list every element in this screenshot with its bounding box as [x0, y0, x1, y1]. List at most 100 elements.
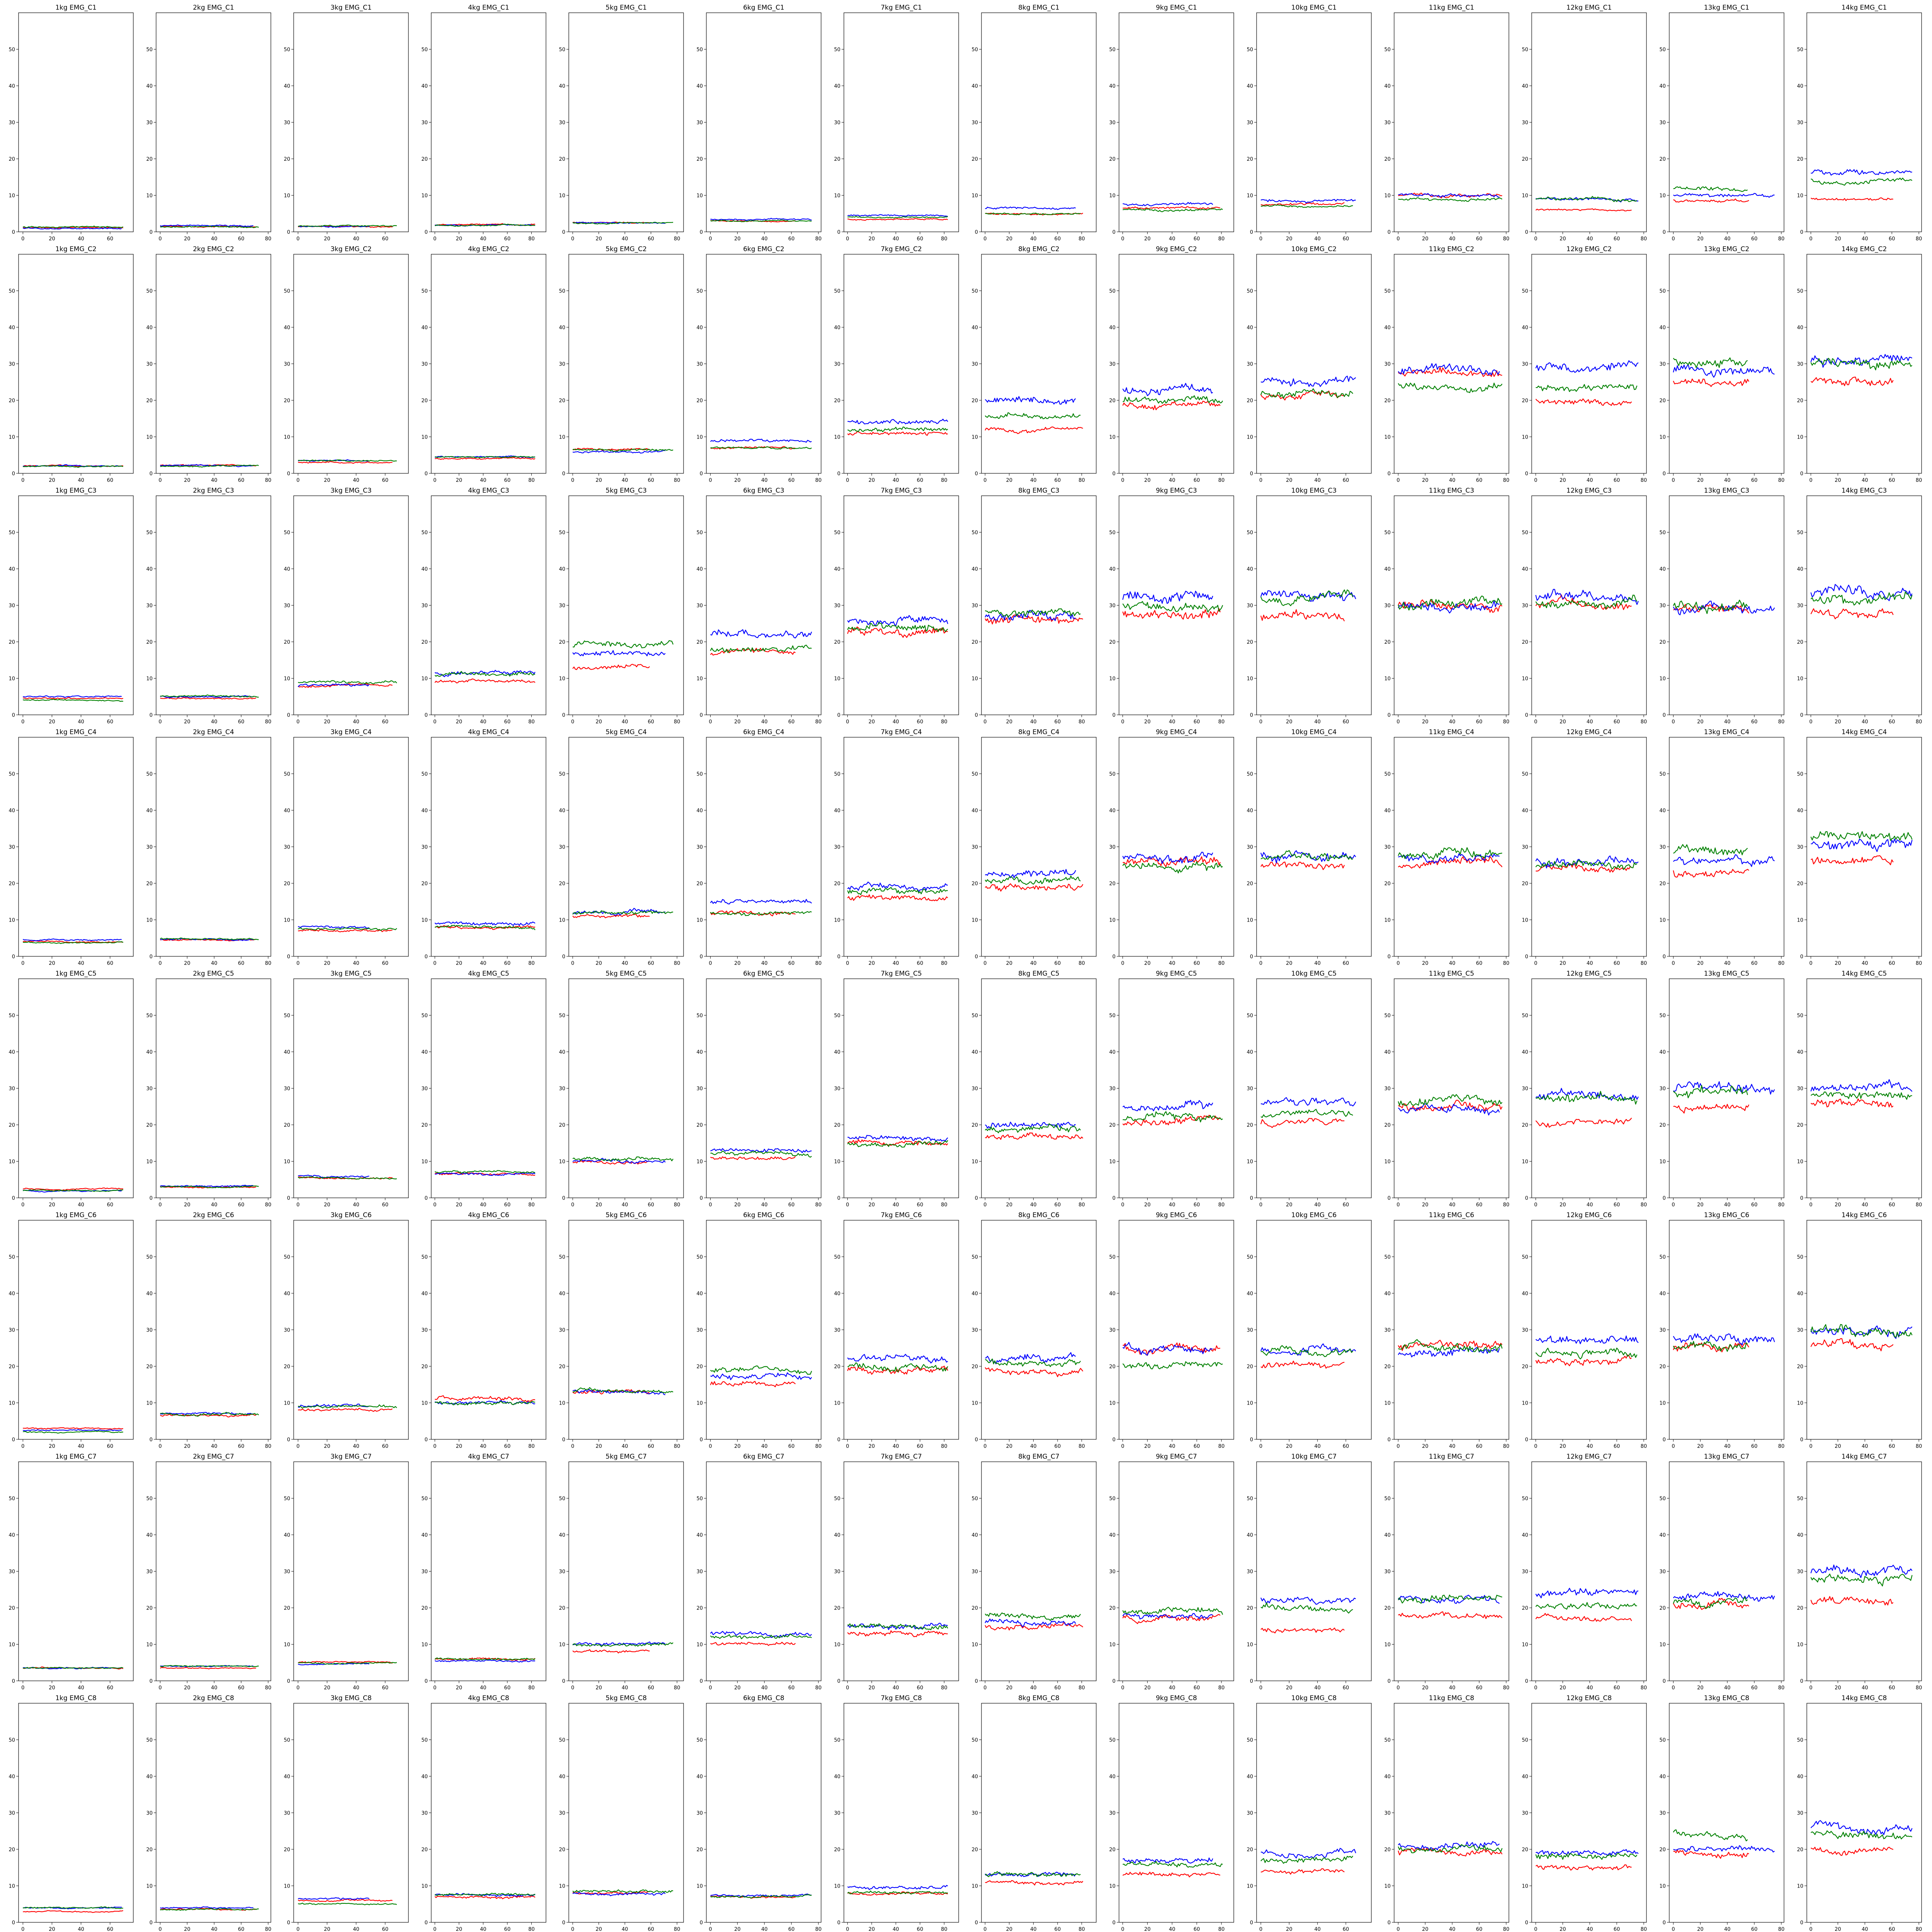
series-line-red	[1260, 1118, 1345, 1128]
y-tick-label: 20	[421, 1364, 428, 1370]
series-line-blue	[160, 464, 253, 468]
x-tick-label: 0	[296, 1202, 299, 1208]
axes-frame	[1119, 1220, 1234, 1440]
x-tick-label: 0	[1809, 236, 1812, 242]
y-tick-label: 10	[1797, 1159, 1803, 1165]
axes-frame	[156, 1220, 271, 1440]
y-tick-label: 10	[1522, 193, 1528, 199]
x-tick-label: 40	[1314, 1685, 1321, 1691]
series-line-blue	[1260, 590, 1356, 602]
series-line-red	[1260, 202, 1345, 206]
x-tick-label: 20	[734, 961, 741, 966]
x-tick-label: 40	[480, 719, 486, 725]
series-line-green	[434, 671, 536, 677]
y-tick-label: 20	[559, 156, 565, 162]
x-tick-label: 0	[296, 1685, 299, 1691]
x-tick-label: 20	[869, 1202, 875, 1208]
x-tick-label: 60	[107, 236, 114, 242]
x-tick-label: 60	[504, 236, 511, 242]
x-tick-label: 20	[1286, 478, 1293, 483]
y-tick-label: 0	[562, 954, 565, 960]
x-tick-label: 40	[78, 719, 84, 725]
series-line-blue	[434, 1893, 536, 1897]
x-tick-label: 0	[709, 478, 712, 483]
x-tick-label: 60	[1889, 961, 1895, 966]
x-tick-label: 60	[238, 1927, 245, 1932]
y-tick-label: 0	[562, 230, 565, 235]
y-tick-label: 50	[1797, 1013, 1803, 1019]
x-tick-label: 40	[1724, 1202, 1731, 1208]
series-line-green	[435, 223, 536, 227]
axes-frame	[1394, 1703, 1509, 1923]
y-tick-label: 40	[284, 325, 290, 331]
y-tick-label: 10	[971, 1159, 978, 1165]
series-line-blue	[710, 899, 812, 905]
y-tick-label: 0	[1525, 1679, 1528, 1684]
y-tick-label: 0	[1800, 954, 1803, 960]
y-tick-label: 40	[971, 83, 978, 89]
x-tick-label: 40	[761, 236, 768, 242]
axes-frame	[1806, 1220, 1922, 1440]
series-line-green	[298, 680, 397, 685]
x-tick-label: 0	[1396, 961, 1400, 966]
x-tick-label: 0	[1672, 719, 1675, 725]
series-line-red	[1673, 1849, 1749, 1859]
series-line-blue	[1260, 850, 1356, 864]
x-tick-label: 0	[1396, 478, 1400, 483]
y-tick-label: 0	[700, 954, 703, 960]
y-tick-label: 20	[284, 156, 290, 162]
y-tick-label: 40	[9, 83, 15, 89]
series-line-red	[1535, 594, 1632, 610]
y-tick-label: 40	[1797, 1049, 1803, 1055]
axes-frame	[706, 737, 821, 957]
x-tick-label: 60	[382, 1927, 389, 1932]
series-line-green	[434, 1657, 536, 1661]
series-line-blue	[434, 1659, 535, 1663]
x-tick-label: 60	[1194, 719, 1200, 725]
series-line-green	[985, 1871, 1081, 1877]
axes-frame	[1806, 1461, 1922, 1681]
y-tick-label: 0	[1800, 471, 1803, 477]
subplot-title: 8kg EMG_C8	[1018, 1694, 1060, 1702]
y-tick-label: 0	[837, 1920, 840, 1926]
y-tick-label: 40	[1384, 83, 1391, 89]
x-tick-label: 0	[1534, 236, 1537, 242]
subplot-title: 6kg EMG_C8	[743, 1694, 784, 1702]
y-tick-label: 0	[12, 230, 15, 235]
x-tick-label: 80	[528, 961, 535, 966]
y-tick-label: 40	[834, 325, 840, 331]
x-tick-label: 60	[107, 478, 114, 483]
series-line-blue	[985, 1121, 1076, 1129]
axes-frame	[1806, 495, 1922, 715]
y-tick-label: 50	[421, 530, 428, 536]
y-tick-label: 0	[1388, 713, 1391, 718]
x-tick-label: 20	[1697, 1685, 1704, 1691]
y-tick-label: 0	[700, 1679, 703, 1684]
y-tick-label: 40	[696, 83, 703, 89]
series-line-green	[23, 941, 124, 944]
y-tick-label: 20	[834, 398, 840, 404]
x-tick-label: 60	[1343, 961, 1349, 966]
y-tick-label: 50	[421, 1738, 428, 1743]
x-tick-label: 20	[1286, 1202, 1293, 1208]
y-tick-label: 30	[1522, 120, 1528, 126]
series-line-blue	[1811, 838, 1913, 852]
subplot-title: 10kg EMG_C3	[1291, 487, 1337, 495]
series-line-blue	[298, 1403, 369, 1408]
axes-frame	[18, 12, 134, 232]
y-tick-label: 30	[146, 1328, 153, 1333]
y-tick-label: 0	[287, 1920, 290, 1926]
x-tick-label: 0	[1809, 478, 1812, 483]
x-tick-label: 0	[846, 1685, 849, 1691]
series-line-green	[573, 1387, 673, 1394]
y-tick-label: 50	[284, 1496, 290, 1502]
subplot-title: 13kg EMG_C4	[1704, 728, 1749, 736]
series-line-green	[298, 1662, 397, 1665]
x-tick-label: 60	[648, 1685, 654, 1691]
